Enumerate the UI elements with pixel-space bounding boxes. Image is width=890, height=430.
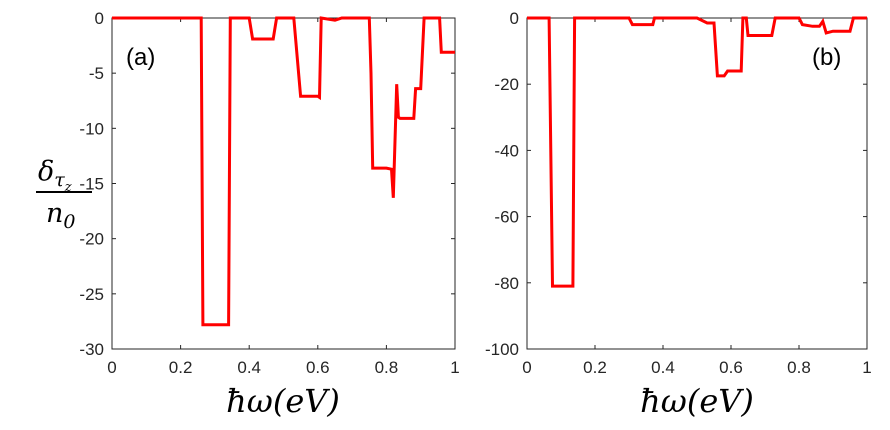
panel-a-y-tick-label: -5 xyxy=(89,64,104,83)
panel-a-y-tick-label: -15 xyxy=(79,175,104,194)
y-label-numerator-subsub: z xyxy=(64,180,72,195)
panel-a-y-ticks: 0 -5 -10 -15 -20 -25 -30 xyxy=(79,9,455,359)
panel-b-y-tick-label: -100 xyxy=(485,340,519,359)
y-label-denominator: n xyxy=(46,198,63,229)
panel-b-y-tick-label: 0 xyxy=(510,9,519,28)
y-label-numerator: δ xyxy=(38,156,54,187)
panel-a-y-tick-label: -25 xyxy=(79,285,104,304)
panel-b-frame xyxy=(526,17,868,350)
panel-b-y-ticks: 0 -20 -40 -60 -80 -100 xyxy=(485,9,867,359)
svg-text:n0: n0 xyxy=(46,198,75,233)
panel-b-x-tick-label: 0.2 xyxy=(583,358,607,377)
panel-a-x-tick-label: 0.8 xyxy=(375,358,399,377)
panel-a-frame xyxy=(111,17,456,350)
panel-a-y-tick-label: -20 xyxy=(79,230,104,249)
panel-a: 0 -5 -10 -15 -20 -25 -30 0 0.2 0.4 0.6 0.8 1 (a) ħω… xyxy=(79,9,459,420)
panel-a-series-line xyxy=(112,16,455,327)
panel-b: 0 -20 -40 -60 -80 -100 0 0.2 0.4 0.6 0.8 1 (b) ħω(… xyxy=(485,9,872,420)
panel-a-x-axis-label: ħω(eV) xyxy=(226,382,340,420)
panel-b-x-tick-label: 0.4 xyxy=(651,358,675,377)
panel-a-y-tick-label: -10 xyxy=(79,119,104,138)
panel-a-x-tick-label: 0.6 xyxy=(306,358,330,377)
panel-b-y-tick-label: -40 xyxy=(494,141,519,160)
panel-b-x-axis-label: ħω(eV) xyxy=(640,382,754,420)
panel-b-label: (b) xyxy=(812,44,841,71)
svg-text:δτz: δτz xyxy=(38,156,72,195)
y-axis-label: δτz n0 xyxy=(36,156,92,233)
panel-a-label: (a) xyxy=(126,44,155,71)
panel-a-x-tick-label: 0 xyxy=(107,358,116,377)
panel-b-x-tick-label: 0.6 xyxy=(719,358,743,377)
panel-b-y-tick-label: -60 xyxy=(494,208,519,227)
panel-a-x-tick-label: 0.2 xyxy=(169,358,193,377)
panel-b-x-ticks: 0 0.2 0.4 0.6 0.8 1 xyxy=(522,18,872,377)
panel-a-y-tick-label: 0 xyxy=(95,9,104,28)
panel-b-y-tick-label: -20 xyxy=(494,75,519,94)
panel-b-y-tick-label: -80 xyxy=(494,274,519,293)
panel-a-y-tick-label: -30 xyxy=(79,340,104,359)
panel-b-series-line xyxy=(527,16,867,288)
y-label-numerator-sub: τ xyxy=(54,169,65,191)
panel-a-x-ticks: 0 0.2 0.4 0.6 0.8 1 xyxy=(107,18,460,377)
panel-a-x-tick-label: 0.4 xyxy=(237,358,261,377)
panel-b-x-tick-label: 0 xyxy=(522,358,531,377)
panel-b-x-tick-label: 0.8 xyxy=(787,358,811,377)
panel-b-x-tick-label: 1 xyxy=(862,358,871,377)
y-label-denominator-sub: 0 xyxy=(63,211,75,233)
panel-a-x-tick-label: 1 xyxy=(450,358,459,377)
